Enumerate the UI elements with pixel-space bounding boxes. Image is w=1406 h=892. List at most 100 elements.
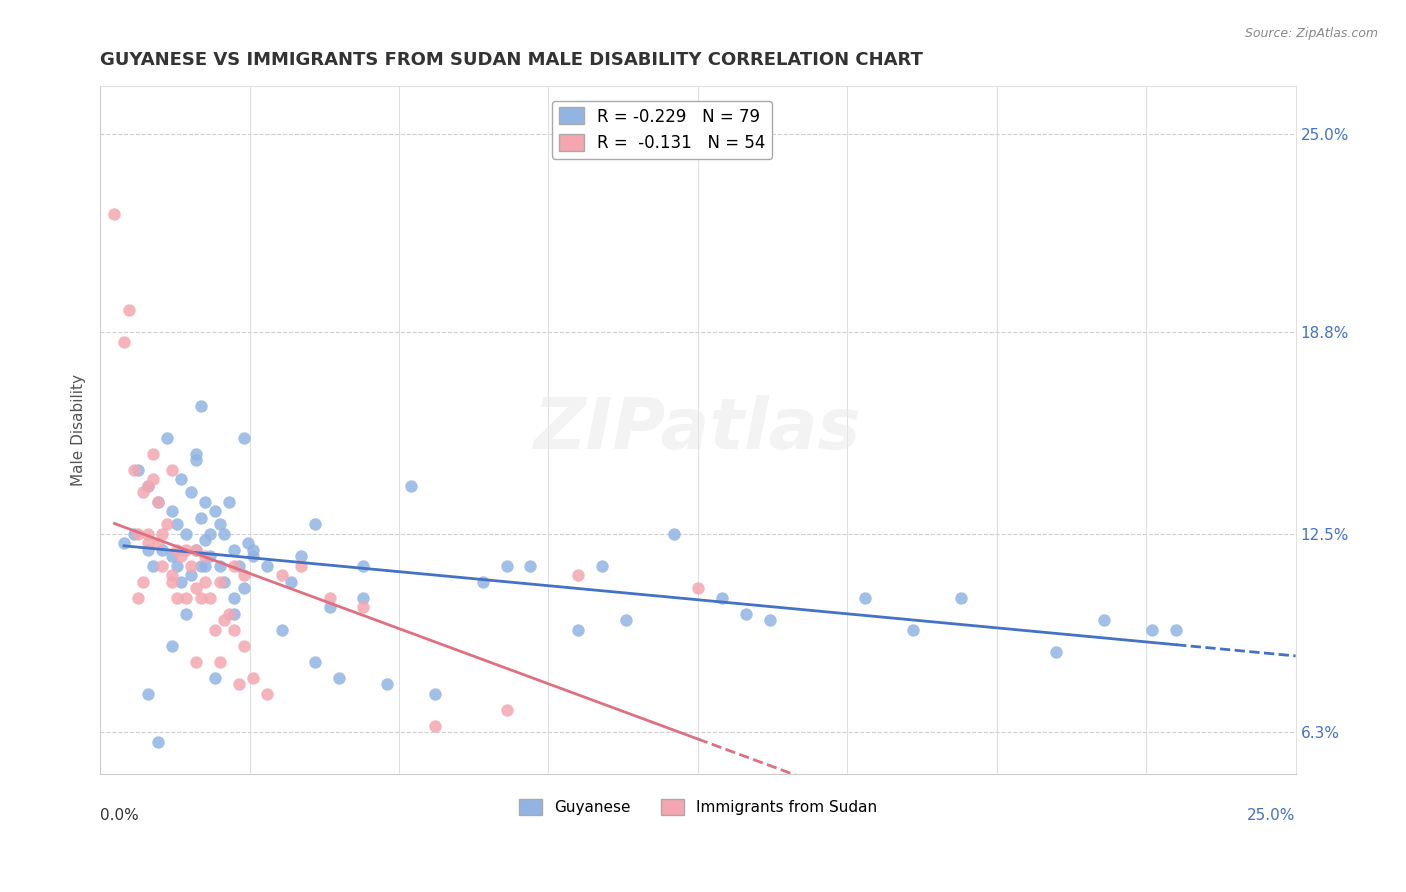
Point [156,517,179,532]
Point [198,526,221,541]
Point [949,591,972,605]
Point [112,536,135,550]
Text: Source: ZipAtlas.com: Source: ZipAtlas.com [1244,27,1378,40]
Point [184,447,207,461]
Point [180,568,202,582]
Point [198,549,221,563]
Point [127,463,149,477]
Point [222,542,245,557]
Point [352,591,374,605]
Point [198,591,221,605]
Point [132,574,155,589]
Point [160,504,183,518]
Point [352,600,374,615]
Point [375,677,398,691]
Point [214,613,236,627]
Point [270,623,292,637]
Point [256,558,278,573]
Point [399,478,422,492]
Point [127,526,149,541]
Point [136,536,159,550]
Point [150,526,173,541]
Point [174,526,197,541]
Point [190,399,212,413]
Point [591,558,613,573]
Point [222,607,245,621]
Point [238,536,260,550]
Point [232,639,254,653]
Point [495,703,517,717]
Point [122,526,145,541]
Point [160,463,183,477]
Point [180,485,202,500]
Point [222,623,245,637]
Point [194,533,217,547]
Point [222,591,245,605]
Text: ZIPatlas: ZIPatlas [534,395,862,464]
Text: GUYANESE VS IMMIGRANTS FROM SUDAN MALE DISABILITY CORRELATION CHART: GUYANESE VS IMMIGRANTS FROM SUDAN MALE D… [100,51,922,69]
Point [214,574,236,589]
Point [318,600,340,615]
Point [112,334,135,349]
Point [204,671,226,685]
Point [222,558,245,573]
Point [146,494,169,508]
Point [194,494,217,508]
Legend: Guyanese, Immigrants from Sudan: Guyanese, Immigrants from Sudan [513,793,883,822]
Point [142,472,165,486]
Point [142,558,165,573]
Point [170,574,193,589]
Point [136,478,159,492]
Point [122,463,145,477]
Point [208,517,231,532]
Point [170,472,193,486]
Point [204,623,226,637]
Point [218,494,240,508]
Point [194,549,217,563]
Point [1045,645,1067,659]
Point [318,591,340,605]
Point [734,607,756,621]
Point [304,517,326,532]
Point [174,591,197,605]
Point [567,568,589,582]
Point [166,558,188,573]
Point [208,655,231,669]
Point [127,591,149,605]
Point [242,549,264,563]
Point [136,687,159,701]
Point [232,581,254,595]
Point [471,574,494,589]
Point [280,574,302,589]
Point [136,478,159,492]
Point [1140,623,1163,637]
Point [495,558,517,573]
Point [232,568,254,582]
Point [184,581,207,595]
Point [160,568,183,582]
Point [208,558,231,573]
Point [180,558,202,573]
Point [194,558,217,573]
Point [710,591,733,605]
Point [901,623,924,637]
Point [160,639,183,653]
Point [146,536,169,550]
Point [150,558,173,573]
Point [166,591,188,605]
Point [232,431,254,445]
Point [146,494,169,508]
Point [686,581,709,595]
Point [190,591,212,605]
Point [218,607,240,621]
Point [103,206,125,220]
Point [156,431,179,445]
Point [208,574,231,589]
Point [118,302,141,317]
Point [150,542,173,557]
Point [160,549,183,563]
Point [190,558,212,573]
Point [423,719,446,733]
Point [328,671,350,685]
Point [136,542,159,557]
